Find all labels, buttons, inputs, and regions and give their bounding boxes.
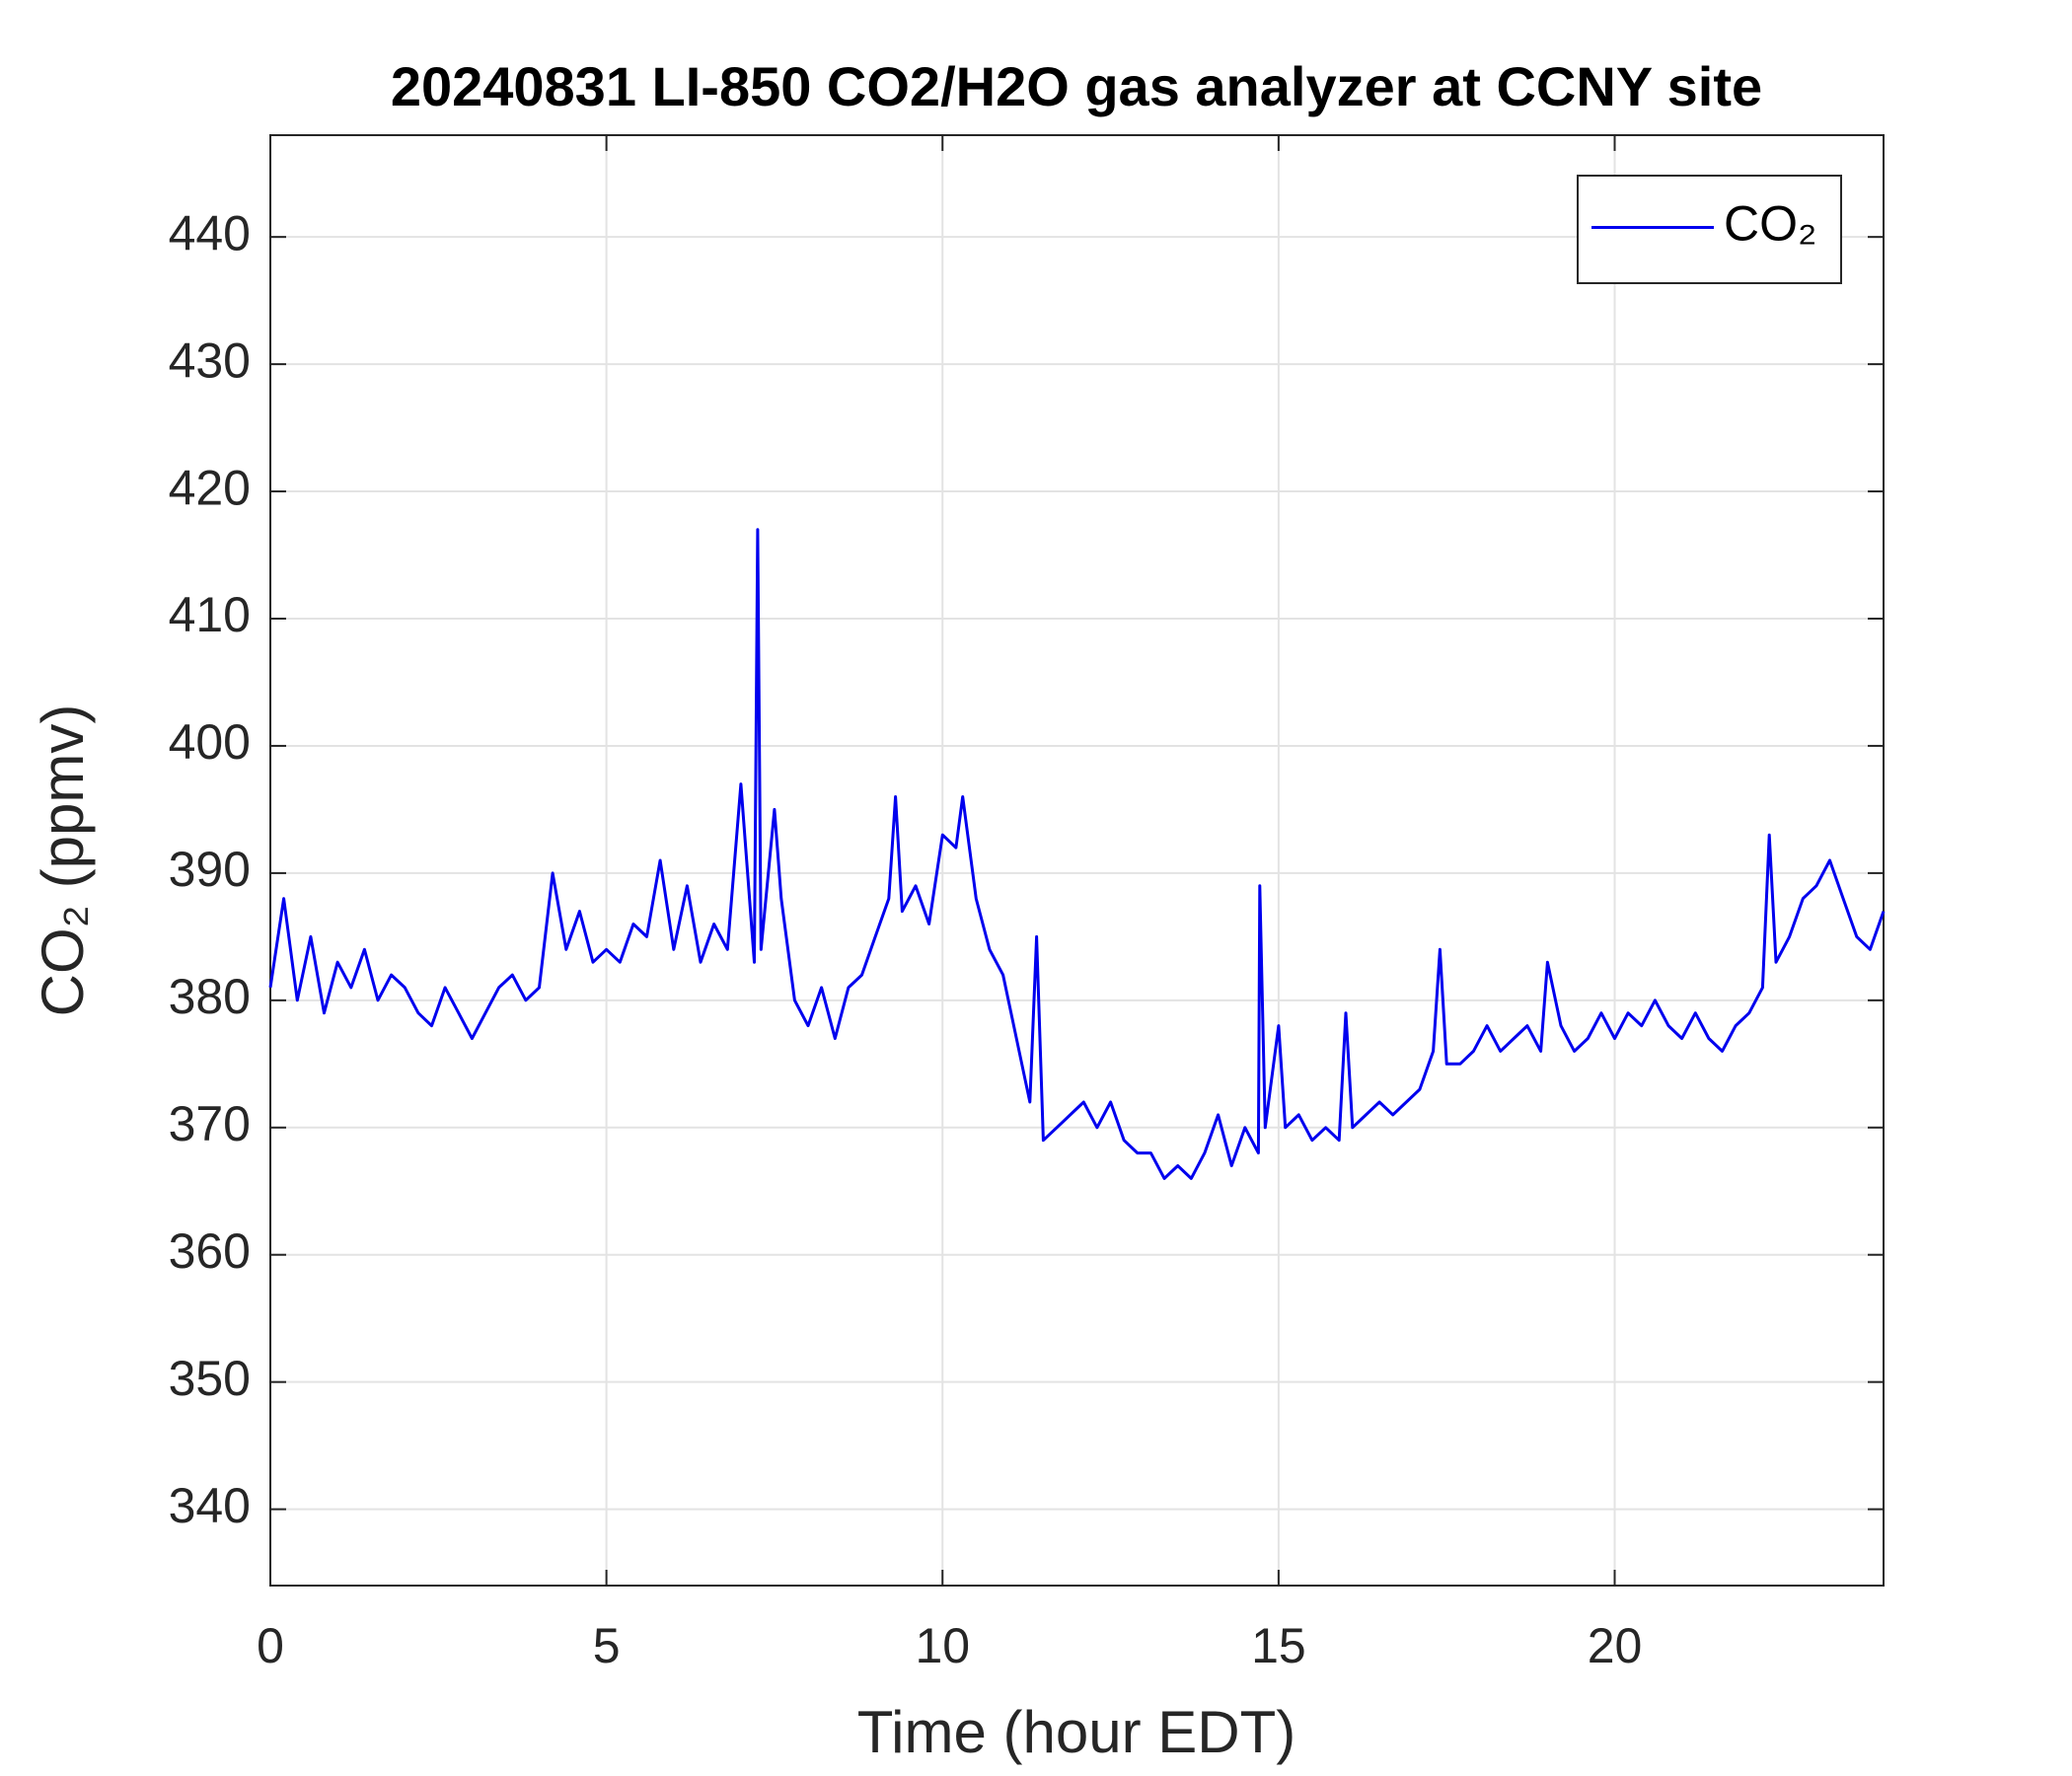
x-tick-label: 15 [1251,1618,1306,1673]
legend-label: CO₂ [1724,196,1816,252]
y-axis-label: CO₂ (ppmv) [30,704,96,1017]
axes-box [269,134,1885,1587]
x-axis-label: Time (hour EDT) [857,1699,1296,1765]
chart-title: 20240831 LI-850 CO2/H2O gas analyzer at … [391,55,1762,117]
y-tick-label: 420 [169,460,251,515]
y-tick-label: 360 [169,1223,251,1279]
y-tick-label: 340 [169,1478,251,1533]
x-tick-label: 5 [593,1618,621,1673]
y-tick-label: 440 [169,205,251,260]
y-tick-label: 350 [169,1351,251,1406]
x-tick-label: 0 [257,1618,284,1673]
x-tick-label: 10 [915,1618,970,1673]
y-tick-label: 370 [169,1096,251,1151]
y-tick-label: 400 [169,714,251,770]
y-tick-label: 430 [169,333,251,388]
x-tick-label: 20 [1588,1618,1643,1673]
plot-area [270,135,1884,1586]
legend-box [1577,175,1842,284]
y-tick-label: 380 [169,969,251,1024]
y-tick-label: 390 [169,842,251,897]
y-tick-label: 410 [169,587,251,642]
data-line [268,528,1886,1180]
